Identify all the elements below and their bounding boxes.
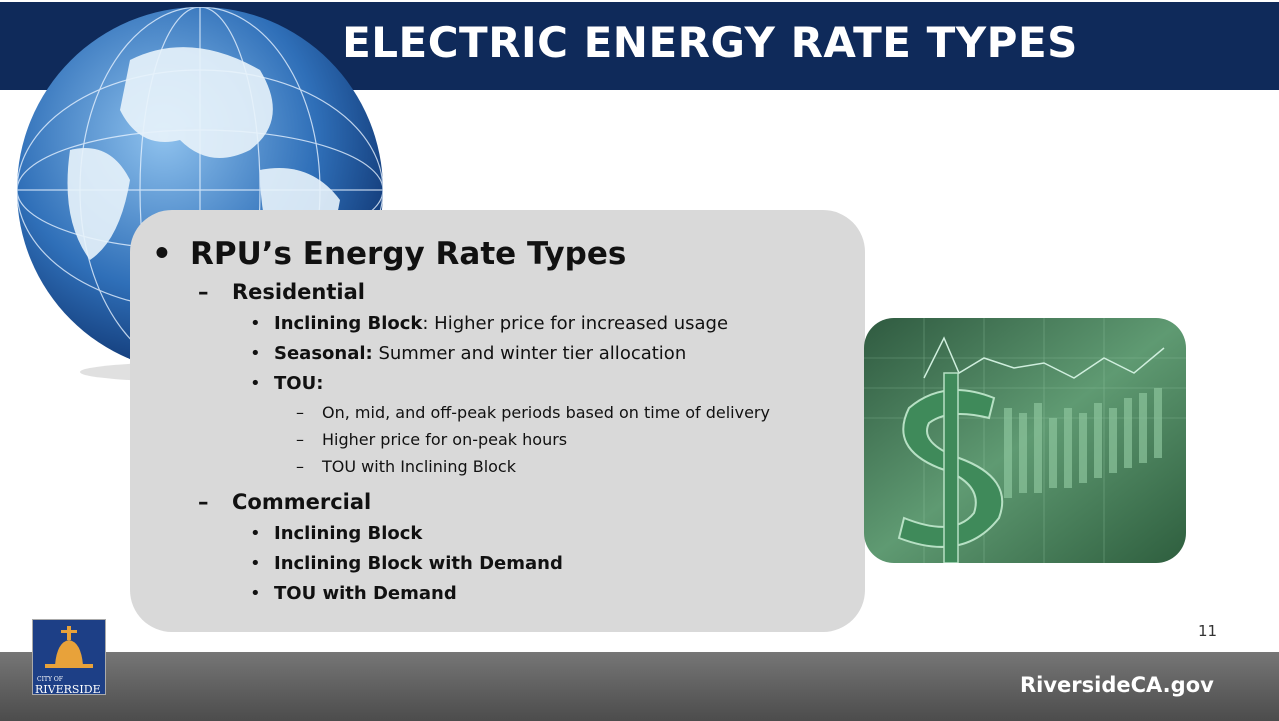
bullet: • [250,583,261,604]
term: Inclining Block [274,313,423,334]
dollar-image [864,318,1186,563]
website: RiversideCA.gov [1020,673,1214,697]
subitem: – On, mid, and off-peak periods based on … [296,403,770,422]
text: Summer and winter tier allocation [372,343,687,364]
term: Seasonal: [274,343,373,364]
bullet: • [250,343,261,364]
text: TOU with Inclining Block [322,457,516,476]
bullet: • [250,373,261,394]
term: Inclining Block [274,523,423,544]
item: • Inclining Block with Demand [250,553,563,574]
term: TOU with Demand [274,583,457,604]
heading: • RPU’s Energy Rate Types [152,236,626,272]
term: RPU’s Energy Rate Types [190,236,627,272]
slide-number: 11 [1198,622,1218,640]
bullet: – [198,490,209,514]
bullet: – [296,457,304,476]
footer-band [0,652,1279,721]
item: • Seasonal: Summer and winter tier alloca… [250,343,686,364]
text: : Higher price for increased usage [422,313,729,334]
logo-bell [45,626,93,668]
item: • TOU with Demand [250,583,457,604]
bullet: – [198,280,209,304]
bullet: • [250,553,261,574]
logo-top: CITY OF [37,676,63,683]
bullet: • [250,313,261,334]
item: • TOU: [250,373,323,394]
item: • Inclining Block [250,523,422,544]
item: • Inclining Block: Higher price for incre… [250,313,728,334]
term: Residential [232,280,365,304]
bullet: • [250,523,261,544]
term: Inclining Block with Demand [274,553,563,574]
text: On, mid, and off-peak periods based on t… [322,403,770,422]
subitem: – TOU with Inclining Block [296,457,516,476]
text: Higher price for on-peak hours [322,430,568,449]
slide-title: ELECTRIC ENERGY RATE TYPES [342,18,1078,67]
content-box [130,210,865,632]
logo-name: RIVERSIDE [35,683,101,696]
subitem: – Higher price for on-peak hours [296,430,567,449]
logo: CITY OF RIVERSIDE [32,619,106,696]
term: Commercial [232,490,372,514]
bullet: • [152,236,172,272]
bullet: – [296,430,304,449]
section: – Residential [198,280,365,304]
section: – Commercial [198,490,371,514]
term: TOU: [274,373,324,394]
bullet: – [296,403,304,422]
